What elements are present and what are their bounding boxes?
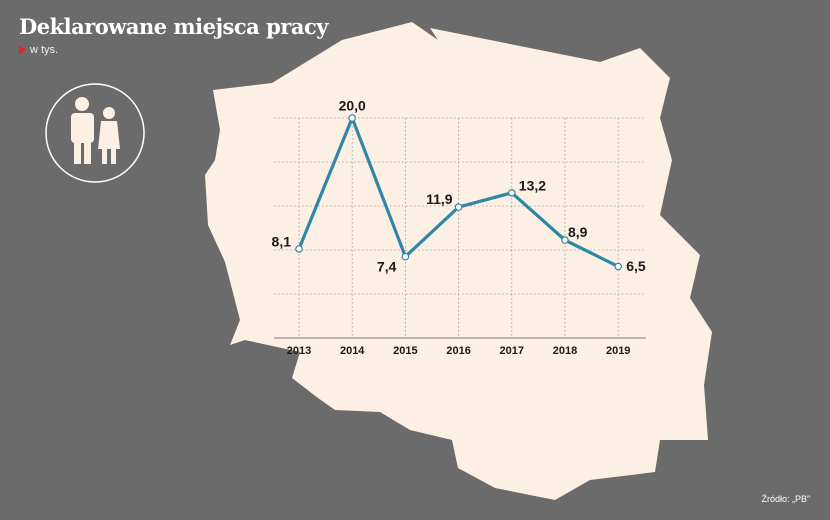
data-label: 11,9	[426, 191, 453, 207]
x-tick-label: 2014	[340, 345, 365, 357]
data-label: 6,5	[626, 258, 646, 274]
data-label: 7,4	[377, 258, 397, 274]
red-triangle-icon	[19, 45, 26, 55]
data-label: 13,2	[519, 178, 546, 194]
x-tick-label: 2015	[393, 345, 417, 357]
x-tick-label: 2018	[553, 345, 577, 357]
chart-series	[295, 113, 623, 271]
source-note: Źródło: „PB”	[761, 494, 810, 504]
data-label: 20,0	[339, 98, 366, 114]
poland-map-shape	[205, 22, 712, 500]
data-point	[614, 262, 623, 271]
data-point	[401, 252, 410, 261]
data-point	[454, 203, 463, 211]
x-tick-label: 2013	[287, 345, 311, 357]
data-point	[507, 189, 516, 197]
x-tick-label: 2016	[446, 345, 470, 357]
x-tick-label: 2019	[606, 345, 630, 357]
data-point	[348, 114, 357, 122]
data-label: 8,1	[272, 234, 292, 250]
chart-title: Deklarowane miejsca pracy	[19, 14, 328, 39]
people-icon	[45, 83, 145, 183]
chart-subtitle: w tys.	[19, 44, 58, 56]
data-point	[561, 236, 569, 244]
data-point	[295, 245, 303, 253]
chart-grid	[274, 117, 646, 339]
unit-label: w tys.	[30, 44, 59, 56]
chart-labels: 8,1 20,0 7,4 11,9 13,2 8,9 6,5 2013 2014 2015 2016…	[272, 98, 646, 357]
data-label: 8,9	[568, 224, 588, 240]
x-tick-label: 2017	[500, 345, 524, 357]
